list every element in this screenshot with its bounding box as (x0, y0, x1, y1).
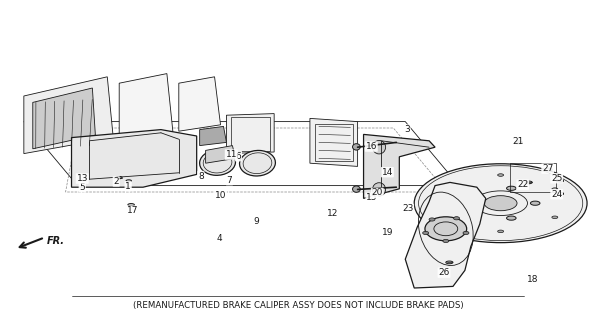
Ellipse shape (557, 192, 564, 195)
Ellipse shape (507, 186, 516, 190)
Ellipse shape (514, 141, 522, 144)
Ellipse shape (372, 183, 386, 196)
Bar (231, 117, 270, 151)
Text: 10: 10 (215, 191, 226, 200)
Text: 9: 9 (253, 217, 259, 226)
Text: 26: 26 (438, 268, 450, 277)
Ellipse shape (443, 239, 449, 243)
Text: 3: 3 (404, 125, 410, 134)
Text: 23: 23 (402, 204, 414, 213)
Text: 12: 12 (327, 209, 339, 218)
Text: 25: 25 (551, 174, 563, 183)
Ellipse shape (498, 230, 504, 233)
Text: 24: 24 (551, 190, 562, 199)
Text: 14: 14 (381, 168, 393, 177)
Polygon shape (206, 146, 235, 163)
Ellipse shape (557, 180, 564, 182)
Ellipse shape (425, 217, 467, 241)
Text: 8: 8 (198, 172, 204, 180)
Ellipse shape (240, 150, 275, 176)
Text: 7: 7 (226, 176, 232, 185)
Polygon shape (226, 114, 274, 154)
Polygon shape (119, 74, 173, 141)
Text: 20: 20 (371, 188, 383, 197)
Polygon shape (72, 130, 197, 187)
Ellipse shape (468, 210, 477, 214)
Text: 17: 17 (127, 206, 139, 215)
Text: 27: 27 (542, 164, 554, 173)
Ellipse shape (463, 231, 469, 235)
Text: 18: 18 (527, 275, 539, 284)
Ellipse shape (372, 140, 386, 154)
Polygon shape (405, 182, 486, 288)
Ellipse shape (446, 261, 453, 264)
Bar (510, 163, 556, 192)
Ellipse shape (414, 164, 587, 243)
Text: 21: 21 (512, 137, 524, 146)
Text: FR.: FR. (46, 236, 64, 246)
Polygon shape (179, 77, 221, 131)
Polygon shape (310, 118, 358, 166)
Text: 1: 1 (125, 182, 131, 191)
Text: (REMANUFACTURED BRAKE CALIPER ASSY DOES NOT INCLUDE BRAKE PADS): (REMANUFACTURED BRAKE CALIPER ASSY DOES … (133, 301, 463, 310)
Ellipse shape (116, 177, 122, 179)
Text: 15: 15 (366, 193, 378, 202)
Ellipse shape (429, 218, 435, 221)
Ellipse shape (507, 216, 516, 220)
Polygon shape (33, 88, 95, 149)
Ellipse shape (128, 204, 134, 206)
Ellipse shape (126, 180, 131, 182)
Bar (315, 124, 353, 161)
Text: 19: 19 (381, 228, 393, 237)
Ellipse shape (552, 188, 558, 190)
Polygon shape (364, 134, 435, 198)
Text: 11: 11 (225, 150, 237, 159)
Ellipse shape (454, 217, 460, 220)
Text: 16: 16 (365, 142, 377, 151)
Polygon shape (200, 126, 226, 146)
Text: 22: 22 (517, 180, 528, 189)
Ellipse shape (443, 216, 449, 219)
Text: 2: 2 (113, 177, 119, 186)
Text: 6: 6 (235, 152, 241, 161)
Ellipse shape (530, 201, 540, 205)
Ellipse shape (498, 174, 504, 176)
Ellipse shape (525, 181, 532, 184)
Ellipse shape (352, 144, 360, 150)
Ellipse shape (468, 192, 477, 196)
Ellipse shape (545, 168, 552, 171)
Ellipse shape (484, 196, 517, 211)
Ellipse shape (443, 188, 449, 190)
Text: 5: 5 (79, 183, 85, 192)
Ellipse shape (352, 186, 360, 192)
Text: 13: 13 (76, 174, 88, 183)
Ellipse shape (200, 150, 235, 175)
Text: 4: 4 (216, 234, 222, 243)
Polygon shape (24, 77, 113, 154)
Ellipse shape (552, 216, 558, 219)
Ellipse shape (423, 231, 429, 235)
